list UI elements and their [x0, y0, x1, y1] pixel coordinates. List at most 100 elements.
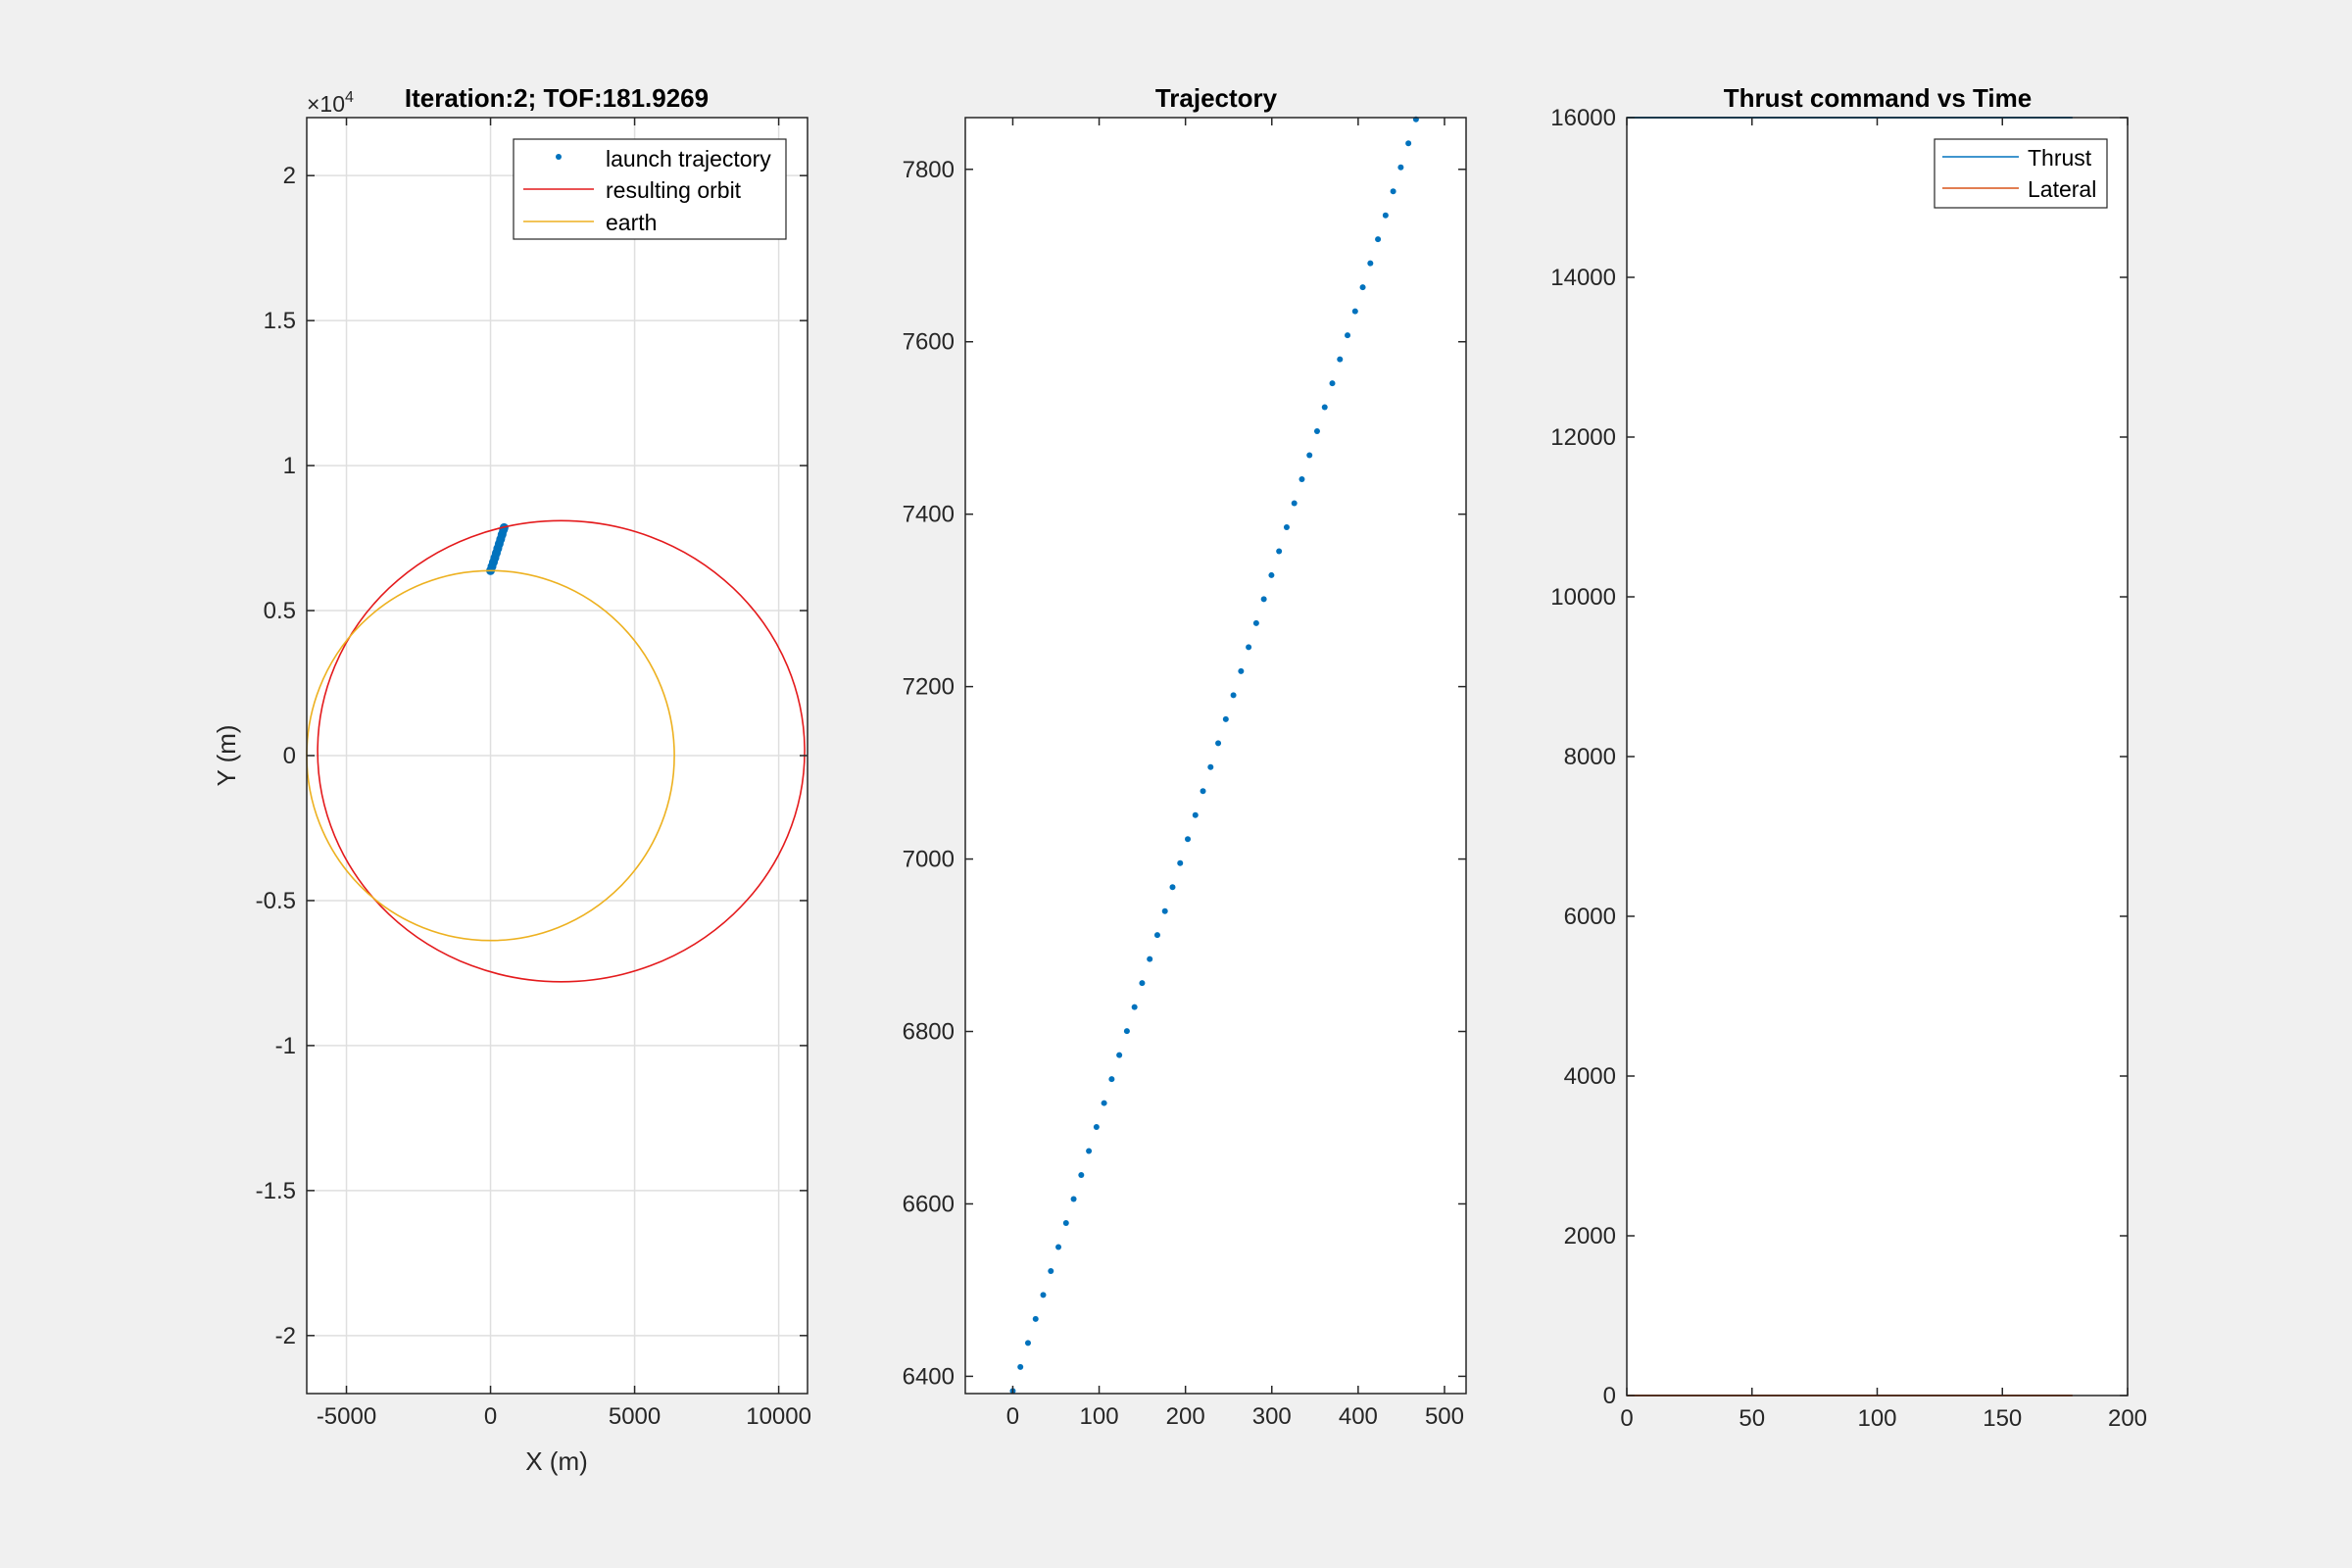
trajectory-point	[1230, 692, 1237, 699]
trajectory-point	[1382, 212, 1389, 219]
x-tick-label: 5000	[609, 1403, 661, 1430]
trajectory-point	[1200, 788, 1206, 795]
y-tick-label: 4000	[1564, 1063, 1616, 1090]
x-axis-label: X (m)	[525, 1446, 588, 1476]
trajectory-point	[1086, 1148, 1093, 1154]
x-tick-label: 300	[1252, 1403, 1292, 1430]
y-tick-label: 2000	[1564, 1223, 1616, 1250]
plot-title: Trajectory	[1155, 83, 1278, 113]
legend[interactable]: Thrust Lateral	[1934, 138, 2108, 209]
y-tick-label: 7800	[903, 157, 955, 183]
trajectory-point	[1268, 571, 1275, 578]
y-exponent-label: ×104	[307, 89, 354, 117]
x-tick-label: -5000	[317, 1403, 376, 1430]
trajectory-segment	[489, 556, 499, 564]
trajectory-segment	[497, 533, 507, 541]
trajectory-point	[1345, 332, 1351, 339]
trajectory-point	[1055, 1244, 1062, 1250]
y-tick-label: 1	[283, 453, 296, 479]
trajectory-segment	[494, 542, 504, 550]
trajectory-segment	[491, 552, 501, 560]
legend[interactable]: launch trajectory resulting orbit earth	[513, 138, 787, 240]
trajectory-point	[1078, 1172, 1085, 1179]
trajectory-point	[1139, 980, 1146, 987]
trajectory-point	[1283, 523, 1290, 530]
trajectory-point	[1390, 188, 1396, 195]
y-tick-label: 7600	[903, 329, 955, 356]
x-tick-label: 0	[1006, 1403, 1019, 1430]
trajectory-point	[1185, 836, 1192, 843]
y-tick-label: -1.5	[256, 1178, 296, 1204]
y-tick-label: 7200	[903, 674, 955, 701]
trajectory-point	[1048, 1267, 1054, 1274]
y-tick-label: -0.5	[256, 888, 296, 914]
x-tick-label: 0	[1620, 1405, 1633, 1432]
y-tick-label: 0.5	[264, 598, 296, 624]
trajectory-point	[1101, 1100, 1107, 1106]
trajectory-point	[1351, 308, 1358, 315]
trajectory-point	[1116, 1052, 1123, 1058]
trajectory-segment	[488, 561, 498, 568]
y-tick-label: 14000	[1550, 265, 1616, 291]
trajectory-point	[1070, 1196, 1077, 1202]
trajectory-point	[1298, 476, 1305, 483]
trajectory-segment	[492, 547, 502, 555]
x-tick-label: 500	[1425, 1403, 1464, 1430]
x-tick-label: 0	[484, 1403, 497, 1430]
trajectory-segment	[499, 526, 509, 531]
thrust-plot-axes: 0 50 100 150 2000200040006000800010000120001…	[1550, 83, 2147, 1432]
orbit-ellipse	[317, 519, 806, 983]
trajectory-point	[1169, 884, 1176, 891]
trajectory-point	[1238, 667, 1245, 674]
trajectory-point	[1032, 1315, 1039, 1322]
y-tick-label: 0	[1603, 1383, 1616, 1409]
plot-title: Thrust command vs Time	[1724, 83, 2033, 113]
y-tick-label: -1	[275, 1033, 296, 1059]
trajectory-point	[1252, 619, 1259, 626]
trajectory-plot-axes: 0 100 200 300 400 500 6400 6600 6800 7000 7200 7400…	[903, 83, 1467, 1430]
trajectory-segment	[498, 528, 508, 536]
trajectory-point	[1093, 1124, 1100, 1131]
plot-area	[1627, 118, 2128, 1396]
x-tick-label: 100	[1080, 1403, 1119, 1430]
trajectory-point	[1222, 715, 1229, 722]
trajectory-point	[1062, 1219, 1069, 1226]
axes-box	[964, 117, 1467, 1395]
trajectory-point	[1313, 428, 1320, 435]
y-exponent-power: 4	[345, 89, 354, 106]
trajectory-point	[1397, 164, 1404, 171]
y-tick-label: 0	[283, 743, 296, 769]
x-tick-label: 100	[1857, 1405, 1896, 1432]
y-tick-label: 1.5	[264, 308, 296, 334]
trajectory-point	[1024, 1340, 1031, 1347]
plot-marks	[306, 519, 806, 983]
trajectory-point	[1192, 811, 1199, 818]
trajectory-point	[1215, 740, 1222, 747]
trajectory-point	[1177, 859, 1184, 866]
y-tick-label: 6000	[1564, 904, 1616, 930]
plot-title: Iteration:2; TOF:181.9269	[405, 83, 709, 113]
y-tick-label: 7400	[903, 502, 955, 528]
y-axis-label: Y (m)	[212, 724, 241, 786]
x-tick-label: 200	[2108, 1405, 2147, 1432]
ticks: 0 50 100 150 2000200040006000800010000120001…	[1550, 105, 2147, 1432]
y-tick-label: 7000	[903, 847, 955, 873]
y-tick-label: 12000	[1550, 424, 1616, 451]
legend-label-earth: earth	[606, 210, 657, 235]
x-tick-label: 10000	[746, 1403, 811, 1430]
y-tick-label: -2	[275, 1323, 296, 1349]
trajectory-point	[1367, 260, 1374, 267]
y-tick-label: 6600	[903, 1191, 955, 1217]
legend-label-orbit: resulting orbit	[606, 177, 742, 203]
x-tick-label: 200	[1166, 1403, 1205, 1430]
trajectory-point	[1405, 140, 1412, 147]
y-tick-label: 8000	[1564, 744, 1616, 770]
trajectory-segment	[495, 538, 505, 546]
y-tick-label: 6400	[903, 1363, 955, 1390]
grid-lines	[307, 118, 808, 1394]
trajectory-point	[1153, 932, 1160, 939]
trajectory-point	[1276, 548, 1283, 555]
trajectory-point	[1260, 596, 1267, 603]
trajectory-point	[1161, 907, 1168, 914]
